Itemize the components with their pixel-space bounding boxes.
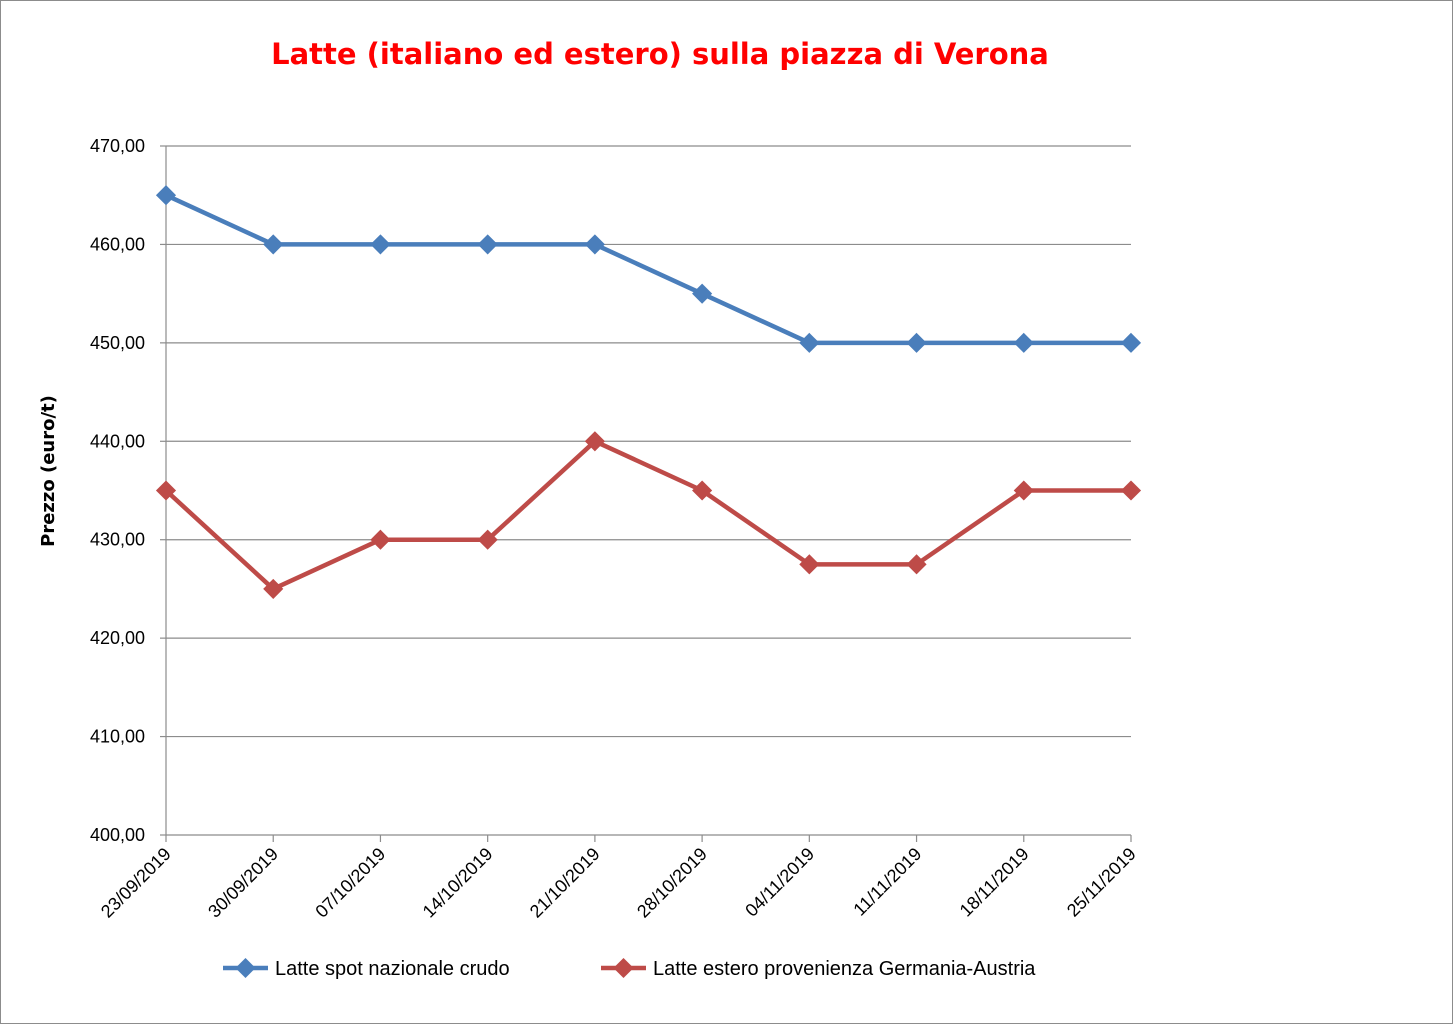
data-point-series-2	[1120, 480, 1142, 501]
data-point-series-1	[799, 332, 820, 353]
x-tick-label: 25/11/2019	[1063, 844, 1140, 921]
x-tick-label: 21/10/2019	[526, 844, 604, 922]
x-tick-label: 11/11/2019	[849, 844, 925, 920]
legend-label-2: Latte estero provenienza Germania-Austri…	[653, 958, 1036, 980]
data-point-series-2	[1013, 480, 1034, 501]
y-axis-ticks: 400,00 410,00 420,00 430,00 440,00 450,00 460,…	[90, 136, 145, 845]
series-layer	[155, 185, 1142, 599]
series-line-1	[165, 193, 1131, 346]
data-point-series-2	[477, 529, 498, 550]
x-axis-ticks: 23/09/2019 30/09/2019 07/10/2019 14/10/2019…	[97, 844, 1140, 922]
x-tick-label: 23/09/2019	[97, 844, 175, 922]
y-tick-label: 450,00	[90, 333, 145, 353]
data-point-series-1	[263, 234, 284, 255]
x-tick-label: 14/10/2019	[419, 844, 497, 922]
data-point-series-1	[477, 234, 498, 255]
data-point-series-1	[584, 234, 605, 255]
y-tick-label: 420,00	[90, 628, 145, 648]
data-point-series-2	[799, 554, 820, 575]
data-point-series-2	[155, 480, 177, 501]
data-point-series-2	[263, 578, 284, 599]
x-tick-label: 04/11/2019	[741, 844, 818, 921]
x-tick-label: 28/10/2019	[633, 844, 711, 922]
series-line-2	[164, 439, 1131, 592]
gridlines	[166, 145, 1131, 738]
y-tick-label: 440,00	[90, 431, 145, 451]
data-point-series-1	[692, 283, 713, 304]
data-point-series-2	[370, 529, 391, 550]
legend-marker-1	[235, 957, 256, 979]
data-point-series-2	[692, 480, 713, 501]
y-tick-label: 410,00	[90, 727, 145, 747]
data-point-series-2	[906, 554, 927, 575]
y-tick-label: 460,00	[90, 234, 145, 254]
x-tick-label: 18/11/2019	[956, 844, 1033, 921]
y-tick-label: 430,00	[90, 530, 145, 550]
axes	[160, 145, 1132, 842]
y-axis-label: Prezzo (euro/t)	[38, 395, 59, 547]
legend-marker-2	[613, 957, 634, 979]
data-point-series-1	[370, 234, 391, 255]
x-tick-label: 30/09/2019	[204, 844, 282, 922]
data-point-series-2	[584, 431, 605, 452]
y-tick-label: 400,00	[90, 825, 145, 845]
legend: Latte spot nazionale crudo Latte estero p…	[223, 957, 1036, 980]
legend-label-1: Latte spot nazionale crudo	[275, 958, 510, 980]
y-tick-label: 470,00	[90, 136, 145, 156]
data-point-series-1	[1120, 332, 1142, 353]
data-point-series-1	[1013, 332, 1034, 353]
x-tick-label: 07/10/2019	[311, 844, 389, 922]
data-point-series-1	[155, 185, 177, 206]
data-point-series-1	[906, 332, 927, 353]
chart-title: Latte (italiano ed estero) sulla piazza …	[271, 37, 1049, 71]
